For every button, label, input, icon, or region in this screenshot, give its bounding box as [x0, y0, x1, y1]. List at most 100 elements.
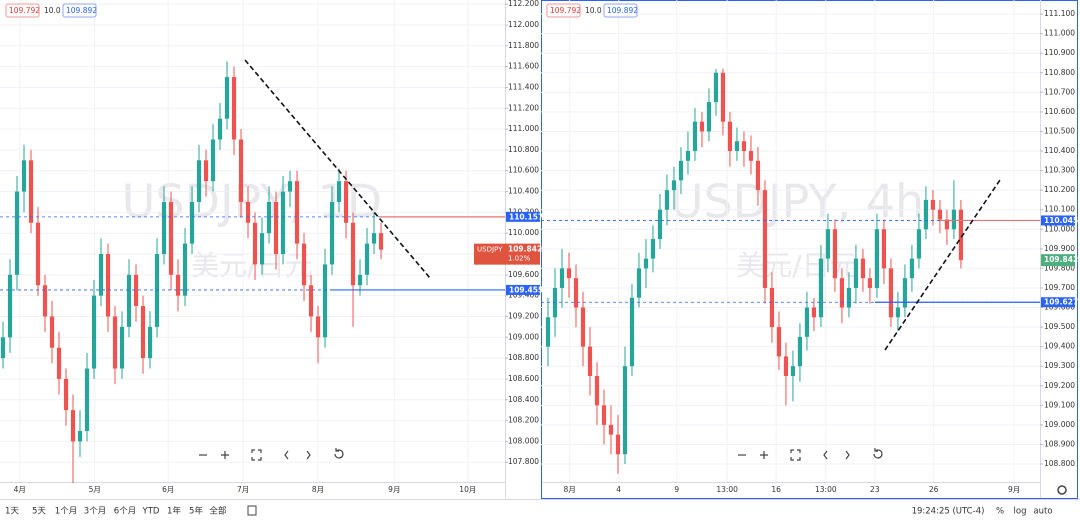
- candle-body: [154, 254, 160, 327]
- candle-body: [790, 366, 796, 376]
- range-button[interactable]: YTD: [142, 507, 160, 517]
- candle-body: [636, 268, 642, 298]
- candle-body: [937, 209, 943, 220]
- candle-body: [818, 258, 824, 318]
- candle-body: [559, 268, 565, 288]
- candle-body: [224, 77, 230, 119]
- y-tick-label: 110.800: [508, 145, 539, 154]
- candle-body: [210, 139, 216, 182]
- y-tick-label: 110.000: [1044, 224, 1075, 233]
- candle-body: [84, 368, 90, 431]
- candle-body: [189, 201, 195, 244]
- candle-body: [378, 233, 384, 250]
- candle-body: [650, 239, 656, 259]
- price-label: 110.157: [509, 212, 543, 221]
- scale-option[interactable]: %: [996, 507, 1004, 517]
- last-price-box: [1041, 254, 1075, 267]
- candle-body: [608, 424, 614, 435]
- x-tick-label: 9月: [1008, 485, 1020, 494]
- candle-body: [63, 378, 69, 411]
- ask: 109.892: [607, 6, 638, 15]
- bid-box: [546, 3, 581, 18]
- range-button[interactable]: 1个月: [55, 507, 77, 517]
- y-tick-label: 108.200: [508, 416, 539, 425]
- y-tick-label: 110.000: [508, 228, 539, 237]
- spread: 10.0: [585, 6, 602, 15]
- x-tick-label: 8月: [312, 485, 324, 494]
- range-button[interactable]: 6个月: [114, 507, 136, 517]
- fit-button[interactable]: [790, 449, 801, 461]
- watermark-title: USDJPY, 4h: [670, 175, 924, 229]
- range-button[interactable]: 5年: [189, 506, 203, 517]
- y-tick-label: 109.100: [1044, 400, 1075, 409]
- candle-body: [874, 229, 880, 288]
- x-tick-label: 9: [674, 485, 679, 494]
- candle-body: [783, 356, 789, 376]
- y-tick-label: 109.200: [1044, 381, 1075, 390]
- trend-line: [884, 179, 1001, 351]
- candle-body: [35, 222, 41, 286]
- candle-body: [566, 268, 572, 279]
- range-button[interactable]: 全部: [209, 506, 227, 517]
- x-tick-label: 5月: [89, 485, 101, 494]
- range-button[interactable]: 5天: [32, 507, 46, 517]
- candle-body: [301, 243, 307, 286]
- date-range-icon[interactable]: [247, 505, 257, 516]
- y-tick-label: 108.400: [508, 395, 539, 404]
- candle-body: [371, 233, 377, 244]
- reset-button[interactable]: [334, 448, 344, 459]
- scroll-left-button[interactable]: [284, 450, 289, 460]
- candle-body: [161, 201, 167, 255]
- y-tick-label: 110.900: [1044, 48, 1075, 57]
- candle-body: [294, 181, 300, 244]
- candle-body: [902, 278, 908, 308]
- price-label-box: [506, 284, 540, 295]
- fit-button[interactable]: [251, 449, 262, 461]
- y-tick-label: 108.800: [1044, 459, 1075, 468]
- settings-button[interactable]: [1057, 485, 1067, 495]
- last-price: 109.842: [1044, 255, 1078, 264]
- candle-body: [77, 430, 83, 442]
- zoom-in-button[interactable]: [221, 451, 229, 459]
- candle-body: [287, 181, 293, 192]
- x-tick-label: 4: [616, 485, 621, 494]
- y-tick-label: 111.000: [508, 124, 539, 133]
- y-tick-label: 110.600: [508, 166, 539, 175]
- candle-body: [916, 229, 922, 259]
- x-tick-label: 26: [929, 485, 939, 494]
- range-button[interactable]: 3个月: [84, 507, 106, 517]
- candle-body: [601, 405, 607, 425]
- reset-button[interactable]: [873, 448, 883, 459]
- candle-body: [14, 191, 20, 275]
- candle-body: [720, 72, 726, 122]
- range-button[interactable]: 1年: [167, 506, 181, 517]
- price-label-box: [506, 211, 540, 222]
- active-panel-border: [541, 0, 1078, 499]
- y-tick-label: 110.100: [1044, 205, 1075, 214]
- y-tick-label: 109.600: [508, 270, 539, 279]
- scale-option[interactable]: auto: [1033, 507, 1052, 517]
- y-tick-label: 112.200: [508, 0, 539, 8]
- x-tick-label: 4月: [14, 485, 26, 494]
- candle-body: [832, 229, 838, 279]
- candle-body: [308, 285, 314, 317]
- last-price-symbol: USDJPY: [477, 246, 503, 254]
- bid: 109.792: [9, 6, 40, 15]
- candle-body: [678, 160, 684, 181]
- scale-option[interactable]: log: [1014, 507, 1027, 517]
- candle-body: [350, 222, 356, 286]
- range-button[interactable]: 1天: [5, 507, 19, 517]
- last-price-change: 1.02%: [508, 255, 531, 263]
- candle-body: [98, 254, 104, 296]
- candle-body: [0, 337, 6, 359]
- x-tick-label: 7月: [237, 485, 249, 494]
- candle-body: [175, 274, 181, 296]
- scroll-right-button[interactable]: [306, 450, 311, 460]
- scroll-left-button[interactable]: [823, 450, 828, 460]
- price-label-box: [1041, 215, 1075, 226]
- candle-body: [231, 77, 237, 140]
- zoom-in-button[interactable]: [760, 451, 768, 459]
- y-tick-label: 109.000: [508, 332, 539, 341]
- scroll-right-button[interactable]: [845, 450, 850, 460]
- bid-box: [5, 3, 40, 18]
